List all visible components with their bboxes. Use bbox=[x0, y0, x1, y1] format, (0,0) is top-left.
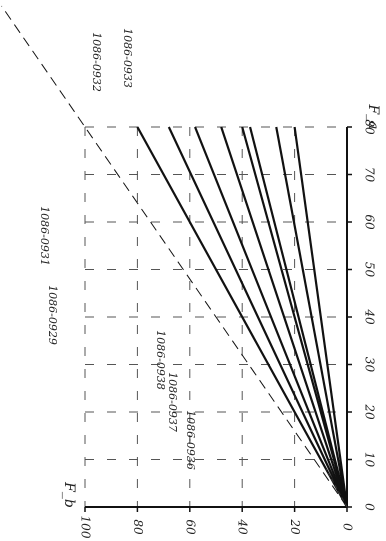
x-tick-label: 30 bbox=[363, 357, 377, 373]
y-tick-label: 20 bbox=[288, 518, 302, 535]
series-line bbox=[1, 5, 348, 508]
origin-guide-line bbox=[325, 468, 348, 508]
series-line bbox=[248, 126, 349, 508]
y-tick-label: 60 bbox=[183, 519, 197, 535]
y-tick-label: 40 bbox=[236, 518, 250, 535]
series-line bbox=[293, 126, 349, 508]
y-tick-label: 0 bbox=[341, 523, 355, 531]
y-tick-label: 80 bbox=[131, 519, 145, 535]
series-label: 1086-0929 bbox=[46, 285, 59, 345]
x-tick-label: 40 bbox=[363, 308, 377, 325]
series-label: 1086-0932 bbox=[90, 32, 103, 92]
x-tick-label: 10 bbox=[363, 452, 377, 468]
series-line bbox=[194, 126, 349, 508]
x-tick-label: 50 bbox=[363, 262, 377, 278]
x-tick-label: 70 bbox=[363, 167, 377, 183]
series-label: 1086-0931 bbox=[38, 206, 51, 266]
y-axis-label: F_b bbox=[61, 481, 77, 508]
x-tick-label: 20 bbox=[363, 403, 377, 420]
x-tick-label: 80 bbox=[363, 119, 377, 135]
series-line bbox=[275, 126, 349, 508]
series-line bbox=[136, 126, 348, 508]
x-tick-label: 0 bbox=[363, 503, 377, 511]
series-label: 1086-0937 bbox=[166, 372, 179, 432]
series-label: 1086-0938 bbox=[154, 330, 167, 390]
series-line bbox=[220, 126, 349, 508]
y-tick-label: 100 bbox=[79, 516, 93, 539]
series-label: 1086-0933 bbox=[121, 28, 134, 88]
series-line bbox=[241, 126, 349, 508]
x-axis-label: F_a bbox=[365, 103, 381, 129]
x-tick-label: 60 bbox=[363, 214, 377, 230]
series-label: 1086-0936 bbox=[184, 410, 197, 470]
series-line bbox=[167, 126, 348, 508]
